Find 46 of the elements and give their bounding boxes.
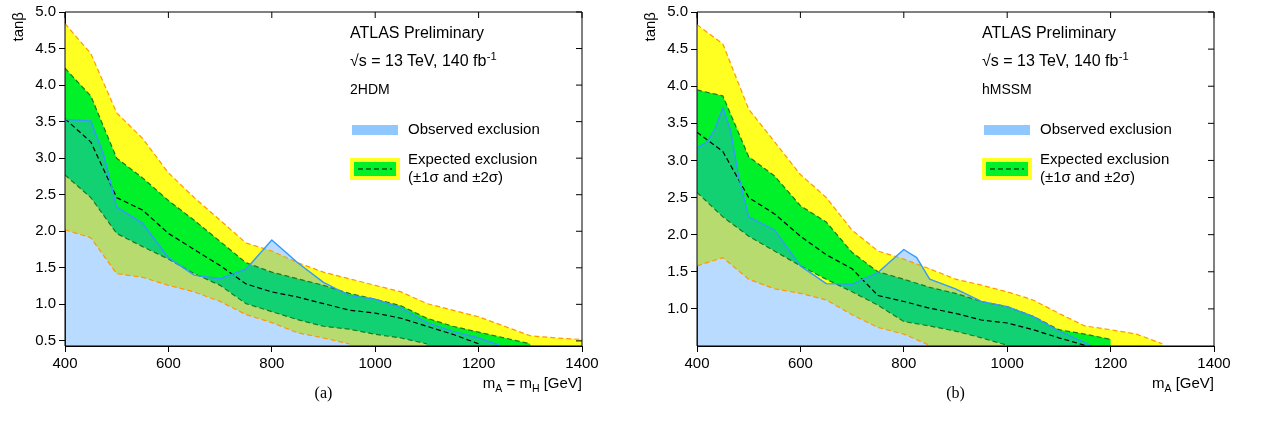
y-tick-label: 4.0 [35, 75, 56, 93]
y-tick-label: 4.5 [35, 38, 56, 56]
legend-label: Observed exclusion [408, 120, 540, 138]
y-tick-label: 4.5 [667, 39, 688, 57]
annotation: ATLAS Preliminary [982, 24, 1116, 41]
y-tick-label: 2.5 [667, 187, 688, 205]
y-tick-label: 5.0 [667, 2, 688, 20]
annotation: hMSSM [982, 81, 1032, 97]
y-tick-label: 3.0 [667, 150, 688, 168]
y-tick-label: 0.5 [35, 331, 56, 349]
y-axis-title: tanβ [641, 11, 658, 42]
x-tick-label: 600 [155, 354, 181, 372]
x-tick-label: 600 [787, 354, 813, 372]
y-tick-label: 2.0 [667, 224, 688, 242]
y-tick-label: 1.5 [667, 261, 688, 279]
y-tick-label: 4.0 [667, 76, 688, 94]
legend-label: Observed exclusion [1040, 120, 1172, 138]
x-tick-label: 1400 [565, 354, 599, 372]
annotation: 2HDM [350, 81, 390, 97]
x-tick-label: 400 [52, 354, 78, 372]
line-series [65, 229, 350, 345]
legend-label: Expected exclusion (±1σ and ±2σ) [1040, 150, 1170, 186]
line-series [697, 191, 1008, 346]
y-tick-label: 1.0 [667, 299, 688, 317]
y-tick-label: 5.0 [35, 2, 56, 20]
x-tick-label: 800 [891, 354, 917, 372]
y-axis-title: tanβ [9, 11, 26, 42]
text: (b) [946, 384, 965, 402]
x-tick-label: 1400 [1197, 354, 1231, 372]
x-tick-label: 1200 [461, 354, 496, 372]
y-tick-label: 1.5 [35, 257, 56, 275]
x-tick-label: 400 [684, 354, 710, 372]
text: (a) [314, 384, 333, 402]
x-tick-label: 800 [259, 354, 285, 372]
legend-label: Expected exclusion (±1σ and ±2σ) [408, 150, 538, 186]
x-tick-label: 1200 [1093, 354, 1128, 372]
y-tick-label: 3.5 [35, 111, 56, 129]
y-tick-label: 1.0 [35, 294, 56, 312]
y-tick-label: 2.0 [35, 221, 56, 239]
y-tick-label: 2.5 [35, 184, 56, 202]
line-series [697, 257, 931, 346]
x-tick-label: 1000 [990, 354, 1024, 372]
y-tick-label: 3.0 [35, 148, 56, 166]
y-tick-label: 3.5 [667, 113, 688, 131]
annotation: ATLAS Preliminary [350, 24, 484, 41]
x-tick-label: 1000 [358, 354, 392, 372]
